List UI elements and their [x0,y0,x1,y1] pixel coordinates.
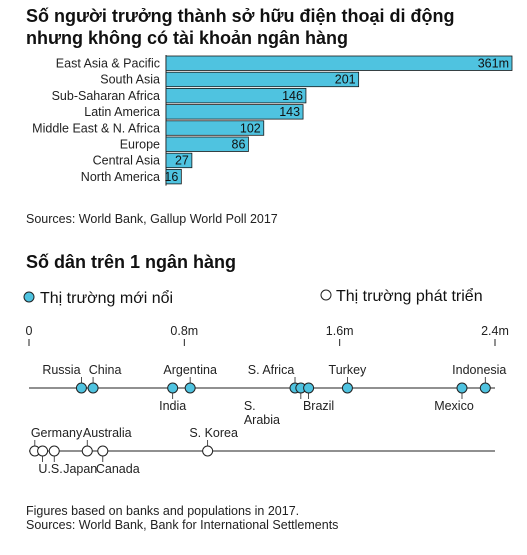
bar [165,55,513,71]
bar-value-label: 102 [240,121,261,135]
bar-category-label: Sub-Saharan Africa [52,89,160,103]
dot-marker [303,382,315,394]
dot-label: Indonesia [452,363,506,377]
dot-marker [75,382,87,394]
dot-label: Australia [83,426,132,440]
dot-label: U.S. [38,462,62,476]
legend-developed-label: Thị trường phát triển [336,287,483,305]
dot-label: Canada [96,462,140,476]
dot-marker [184,382,196,394]
legend-emerging-label: Thị trường mới nổi [40,289,173,307]
dot-chart-legend: Thị trường mới nổi Thị trường phát triển [23,287,483,307]
bar [165,88,307,104]
dot-marker [479,382,491,394]
bar-value-label: 27 [175,154,189,168]
dot-chart-title: Số dân trên 1 ngân hàng [26,252,236,272]
dot-chart-axis: 0 0.8m 1.6m 2.4m [26,324,509,346]
bar [165,168,182,185]
dot-marker [87,382,99,394]
bar-category-label: South Asia [100,73,160,87]
dot-label: Argentina [163,363,217,377]
bar-category-label: Europe [120,138,160,152]
dot-marker [81,445,93,457]
dot-marker [97,445,109,457]
bar [165,71,360,88]
dot-chart-note: Sources: World Bank, Bank for Internatio… [26,518,338,532]
dot-marker [202,445,214,457]
dot-chart-note: Figures based on banks and populations i… [26,504,299,518]
dot-marker [37,445,49,457]
bar-chart: East Asia & Pacific 361m South Asia 201 Sub-… [32,55,513,186]
dot-marker [341,382,353,394]
dot-label: Mexico [434,399,474,413]
dot-label: S. Arabia [244,399,280,427]
dot-label: Russia [42,363,80,377]
legend-emerging-marker [23,291,35,303]
axis-tick-label: 1.6m [326,324,354,338]
dot-chart-notes: Figures based on banks and populations i… [26,504,338,532]
legend-developed-marker [320,289,332,301]
dot-label: Germany [31,426,83,440]
dot-label: India [159,399,186,413]
bar [165,136,249,152]
bar-chart-title-line: Số người trưởng thành sở hữu điện thoại … [26,6,454,26]
bar-value-label: 16 [164,170,178,184]
bar-category-label: Central Asia [93,154,160,168]
dot-marker [48,445,60,457]
bar-value-label: 361m [478,57,509,71]
dot-label: Brazil [303,399,334,413]
bar-category-label: Latin America [84,105,160,119]
dot-label: S. Korea [189,426,238,440]
bar [165,120,265,136]
bar-chart-title-line: nhưng không có tài khoản ngân hàng [26,28,348,48]
axis-tick-label: 2.4m [481,324,509,338]
dot-marker [456,382,468,394]
dot-marker [167,382,179,394]
dot-chart: Russia China India Argentina S. Africa S. Arab… [29,363,506,476]
bar-category-label: North America [81,170,160,184]
bar [165,104,304,120]
bar-value-label: 86 [232,138,246,152]
bar-value-label: 146 [282,89,303,103]
dot-label: Turkey [329,363,367,377]
bar-category-label: East Asia & Pacific [56,57,160,71]
dot-label: Japan [63,462,97,476]
dot-label: S. Africa [248,363,295,377]
bar-category-label: Middle East & N. Africa [32,121,160,135]
bar-chart-title: Số người trưởng thành sở hữu điện thoại … [26,6,454,48]
bar [165,152,193,169]
dot-label: China [89,363,122,377]
bar-value-label: 201 [335,73,356,87]
axis-tick-label: 0 [26,324,33,338]
bar-value-label: 143 [279,105,300,119]
bar-chart-source: Sources: World Bank, Gallup World Poll 2… [26,212,278,226]
axis-tick-label: 0.8m [170,324,198,338]
